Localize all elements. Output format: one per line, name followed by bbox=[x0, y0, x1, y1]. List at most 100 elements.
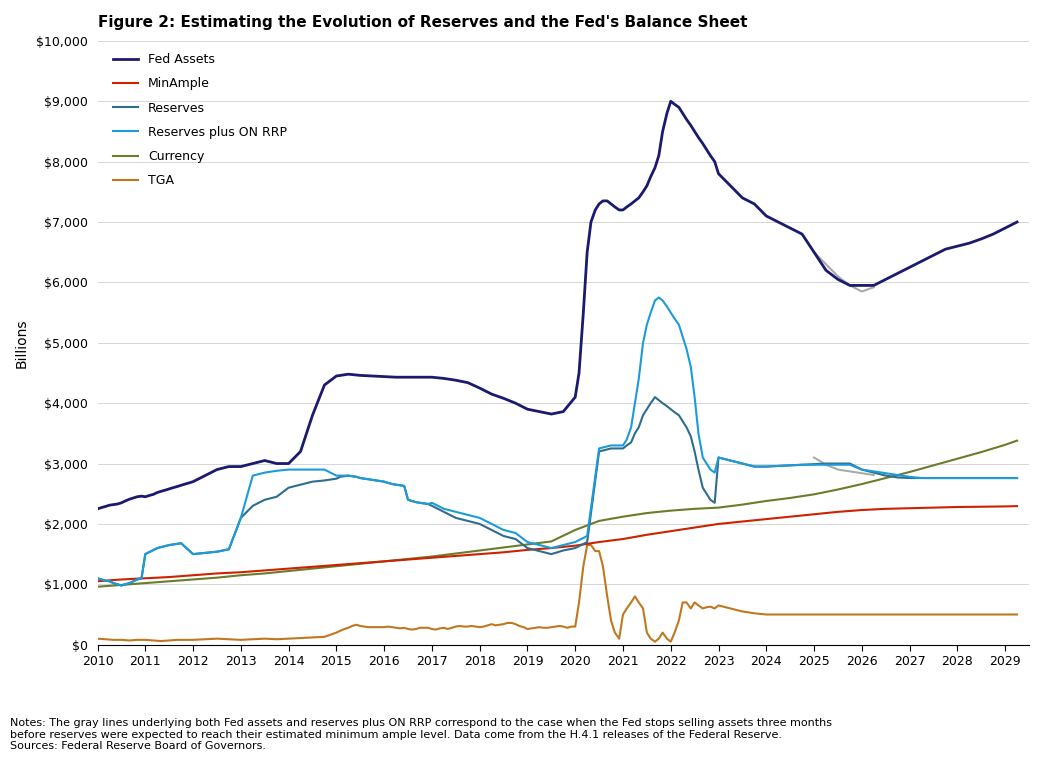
Reserves plus ON RRP bbox=[625, 423, 638, 432]
Currency bbox=[593, 516, 606, 525]
Currency bbox=[139, 578, 151, 587]
Currency bbox=[426, 552, 438, 561]
Currency bbox=[450, 549, 462, 558]
Fed Assets bbox=[91, 504, 103, 513]
Line: Reserves plus ON RRP: Reserves plus ON RRP bbox=[97, 298, 1017, 585]
MinAmple bbox=[688, 523, 701, 532]
MinAmple bbox=[115, 575, 127, 584]
Currency bbox=[521, 540, 533, 549]
Reserves bbox=[294, 480, 307, 490]
Currency bbox=[903, 468, 916, 477]
TGA bbox=[466, 622, 478, 631]
MinAmple bbox=[282, 564, 294, 573]
MinAmple bbox=[832, 507, 845, 516]
TGA bbox=[1011, 610, 1023, 619]
Currency bbox=[855, 480, 868, 489]
MinAmple bbox=[736, 517, 749, 526]
Fed Assets bbox=[521, 405, 533, 414]
TGA bbox=[155, 637, 167, 646]
Reserves bbox=[736, 459, 749, 468]
TGA bbox=[648, 637, 661, 646]
MinAmple bbox=[163, 572, 175, 581]
MinAmple bbox=[211, 569, 223, 578]
Reserves bbox=[1011, 474, 1023, 483]
MinAmple bbox=[545, 543, 557, 553]
Fed Assets bbox=[270, 459, 283, 468]
MinAmple bbox=[593, 537, 606, 546]
MinAmple bbox=[999, 502, 1012, 511]
Reserves plus ON RRP bbox=[868, 467, 880, 476]
Reserves plus ON RRP bbox=[115, 581, 127, 590]
MinAmple bbox=[91, 577, 103, 586]
MinAmple bbox=[139, 574, 151, 583]
MinAmple bbox=[306, 562, 318, 572]
Currency bbox=[187, 575, 199, 584]
Fed Assets bbox=[1011, 218, 1023, 227]
Line: TGA: TGA bbox=[97, 545, 1017, 641]
Currency bbox=[712, 503, 725, 512]
Legend: Fed Assets, MinAmple, Reserves, Reserves plus ON RRP, Currency, TGA: Fed Assets, MinAmple, Reserves, Reserves… bbox=[113, 53, 287, 187]
MinAmple bbox=[927, 503, 940, 512]
Reserves bbox=[382, 478, 395, 487]
Y-axis label: Billions: Billions bbox=[15, 318, 29, 367]
Currency bbox=[354, 559, 366, 568]
Currency bbox=[306, 564, 318, 573]
Reserves bbox=[163, 540, 175, 550]
Currency bbox=[569, 525, 582, 534]
MinAmple bbox=[808, 510, 821, 519]
Line: Fed Assets: Fed Assets bbox=[97, 101, 1017, 509]
Currency bbox=[235, 571, 247, 580]
Reserves plus ON RRP bbox=[91, 574, 103, 583]
MinAmple bbox=[784, 512, 797, 521]
Currency bbox=[497, 543, 509, 552]
Currency bbox=[91, 582, 103, 591]
Line: Currency: Currency bbox=[97, 441, 1017, 587]
Fed Assets bbox=[187, 477, 199, 487]
Line: Reserves: Reserves bbox=[97, 397, 1017, 585]
Currency bbox=[545, 537, 557, 546]
MinAmple bbox=[497, 548, 509, 557]
Currency bbox=[999, 440, 1012, 449]
Currency bbox=[688, 504, 701, 513]
MinAmple bbox=[426, 553, 438, 562]
Fed Assets bbox=[222, 462, 235, 471]
Reserves bbox=[677, 417, 689, 426]
Reserves bbox=[91, 574, 103, 583]
MinAmple bbox=[569, 541, 582, 550]
MinAmple bbox=[641, 531, 654, 540]
Reserves plus ON RRP bbox=[652, 293, 665, 302]
TGA bbox=[580, 540, 593, 550]
Line: MinAmple: MinAmple bbox=[97, 506, 1017, 581]
TGA bbox=[91, 634, 103, 643]
Reserves bbox=[115, 581, 127, 590]
MinAmple bbox=[855, 505, 868, 515]
Currency bbox=[617, 512, 630, 521]
Currency bbox=[760, 496, 773, 505]
Currency bbox=[259, 569, 271, 578]
Currency bbox=[282, 566, 294, 575]
MinAmple bbox=[951, 502, 964, 512]
Text: Notes: The gray lines underlying both Fed assets and reserves plus ON RRP corres: Notes: The gray lines underlying both Fe… bbox=[10, 718, 832, 751]
Currency bbox=[975, 448, 988, 457]
MinAmple bbox=[450, 551, 462, 560]
Reserves bbox=[712, 453, 725, 462]
Currency bbox=[951, 454, 964, 463]
MinAmple bbox=[712, 519, 725, 528]
Currency bbox=[784, 493, 797, 502]
TGA bbox=[334, 626, 347, 635]
Currency bbox=[330, 562, 342, 571]
MinAmple bbox=[187, 571, 199, 580]
Currency bbox=[1011, 436, 1023, 446]
Fed Assets bbox=[664, 96, 677, 106]
TGA bbox=[130, 635, 143, 644]
MinAmple bbox=[235, 568, 247, 577]
Currency bbox=[832, 485, 845, 494]
Reserves plus ON RRP bbox=[318, 465, 331, 474]
MinAmple bbox=[664, 527, 677, 536]
MinAmple bbox=[259, 566, 271, 575]
MinAmple bbox=[879, 504, 892, 513]
Currency bbox=[402, 554, 414, 563]
Currency bbox=[736, 500, 749, 509]
Fed Assets bbox=[179, 480, 191, 489]
MinAmple bbox=[354, 559, 366, 568]
